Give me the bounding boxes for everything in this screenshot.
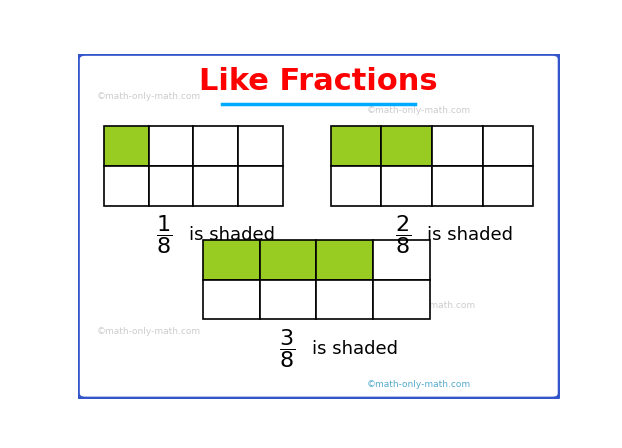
Bar <box>260 280 317 319</box>
Bar <box>203 240 260 280</box>
Bar <box>483 126 533 166</box>
Bar <box>193 166 238 206</box>
FancyBboxPatch shape <box>78 54 560 399</box>
Text: $\dfrac{3}{8}$: $\dfrac{3}{8}$ <box>279 327 295 370</box>
Bar <box>149 126 193 166</box>
Text: $\dfrac{2}{8}$: $\dfrac{2}{8}$ <box>395 213 411 256</box>
Bar <box>331 166 381 206</box>
Text: ©math-only-math.com: ©math-only-math.com <box>367 106 471 115</box>
Bar <box>260 240 317 280</box>
Text: is shaded: is shaded <box>312 340 397 358</box>
Bar <box>381 126 432 166</box>
Text: ©math-only-math.com: ©math-only-math.com <box>184 175 280 184</box>
Bar <box>432 166 483 206</box>
Bar <box>104 166 149 206</box>
Bar <box>381 166 432 206</box>
Bar <box>373 240 430 280</box>
Bar <box>317 280 373 319</box>
Text: ©math-only-math.com: ©math-only-math.com <box>97 92 201 101</box>
Bar <box>149 166 193 206</box>
Bar <box>373 280 430 319</box>
Bar <box>331 126 381 166</box>
Text: Like Fractions: Like Fractions <box>200 67 438 96</box>
Text: is shaded: is shaded <box>427 226 513 244</box>
Bar <box>483 166 533 206</box>
Bar <box>193 126 238 166</box>
Text: ©math-only-math.com: ©math-only-math.com <box>97 327 201 336</box>
Bar <box>317 240 373 280</box>
Bar <box>432 126 483 166</box>
Text: is shaded: is shaded <box>188 226 275 244</box>
Text: $\dfrac{1}{8}$: $\dfrac{1}{8}$ <box>157 213 172 256</box>
Text: ©math-only-math.com: ©math-only-math.com <box>367 380 471 389</box>
Bar <box>238 126 282 166</box>
Bar <box>203 280 260 319</box>
Bar <box>104 126 149 166</box>
Bar <box>238 166 282 206</box>
Text: ©math-only-math.com: ©math-only-math.com <box>372 301 476 310</box>
